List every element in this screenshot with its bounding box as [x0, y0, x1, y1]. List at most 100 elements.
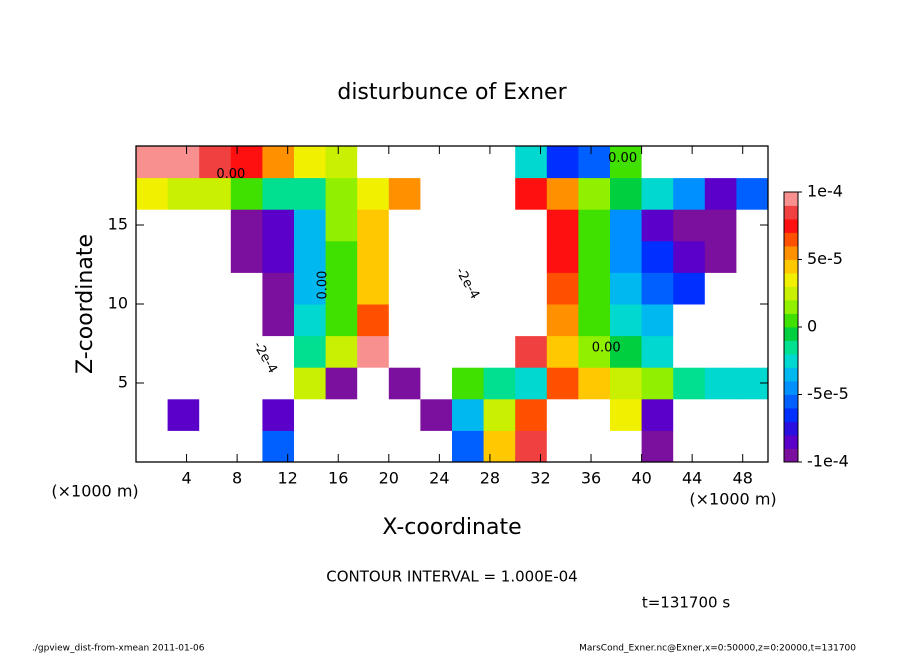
field-cell — [420, 177, 453, 210]
field-cell — [357, 272, 390, 305]
field-cell — [388, 398, 421, 431]
field-cell — [294, 398, 327, 431]
field-cell — [546, 240, 579, 273]
field-cell — [673, 304, 706, 337]
colorbar-swatch — [784, 327, 798, 341]
field — [136, 146, 769, 463]
field-cell — [641, 367, 674, 400]
field-cell — [199, 177, 232, 210]
field-cell — [483, 240, 516, 273]
field-cell — [736, 240, 769, 273]
colorbar-swatch — [784, 448, 798, 463]
field-cell — [262, 146, 295, 179]
x-axis-label: X-coordinate — [382, 515, 521, 540]
colorbar-swatch — [784, 246, 798, 260]
colorbar-swatch — [784, 394, 798, 409]
field-cell — [167, 272, 200, 305]
field-cell — [294, 304, 327, 337]
field-cell — [357, 146, 390, 179]
field-cell — [325, 209, 358, 242]
field-cell — [673, 240, 706, 273]
field-cell — [704, 177, 737, 210]
footer-left: ./gpview_dist-from-xmean 2011-01-06 — [32, 644, 205, 654]
field-cell — [641, 304, 674, 337]
field-cell — [610, 177, 643, 210]
colorbar-swatch — [784, 381, 798, 395]
field-cell — [483, 146, 516, 179]
field-cell — [578, 304, 611, 337]
x-tick-label: 4 — [181, 469, 191, 488]
field-cell — [515, 209, 548, 242]
field-cell — [515, 304, 548, 337]
contour-label: 0.00 — [592, 341, 621, 356]
colorbar-swatch — [784, 408, 798, 422]
field-cell — [546, 146, 579, 179]
field-cell — [294, 209, 327, 242]
field-cell — [199, 398, 232, 431]
contour-label: 0.00 — [608, 151, 637, 166]
contour-label: 0.00 — [216, 167, 245, 182]
field-cell — [262, 272, 295, 305]
colorbar-tick-label: 0 — [807, 317, 817, 336]
field-cell — [388, 335, 421, 368]
field-cell — [673, 209, 706, 242]
field-cell — [388, 177, 421, 210]
field-cell — [294, 335, 327, 368]
field-cell — [736, 304, 769, 337]
field-cell — [736, 398, 769, 431]
field-cell — [199, 367, 232, 400]
field-cell — [515, 398, 548, 431]
field-cell — [641, 272, 674, 305]
field-cell — [704, 272, 737, 305]
field-cell — [388, 367, 421, 400]
x-unit-label: (×1000 m) — [51, 482, 138, 501]
colorbar-swatch — [784, 286, 798, 301]
field-cell — [578, 272, 611, 305]
field-cell — [483, 209, 516, 242]
field-cell — [546, 430, 579, 463]
field-cell — [262, 398, 295, 431]
x-tick-label: 20 — [379, 469, 399, 488]
field-cell — [357, 304, 390, 337]
y-tick-label: 10 — [108, 294, 128, 313]
time-label: t=131700 s — [642, 594, 730, 612]
field-cell — [388, 146, 421, 179]
y-tick-label: 15 — [108, 215, 128, 234]
field-cell — [452, 146, 485, 179]
field-cell — [262, 367, 295, 400]
field-cell — [230, 146, 263, 179]
field-cell — [641, 430, 674, 463]
colorbar-swatch — [784, 421, 798, 436]
field-cell — [357, 177, 390, 210]
field-cell — [357, 367, 390, 400]
field-cell — [420, 335, 453, 368]
field-cell — [230, 335, 263, 368]
field-cell — [452, 240, 485, 273]
field-cell — [641, 398, 674, 431]
colorbar-swatch — [784, 435, 798, 449]
footer-right: MarsCond_Exner.nc@Exner,x=0:50000,z=0:20… — [579, 644, 856, 654]
field-cell — [136, 335, 169, 368]
field-cell — [388, 240, 421, 273]
field-cell — [736, 430, 769, 463]
field-cell — [167, 398, 200, 431]
field-cell — [136, 146, 169, 179]
field-cell — [325, 367, 358, 400]
field-cell — [230, 209, 263, 242]
x-tick-label: 28 — [480, 469, 500, 488]
field-cell — [452, 430, 485, 463]
field-cell — [136, 304, 169, 337]
field-cell — [673, 146, 706, 179]
field-cell — [325, 146, 358, 179]
field-cell — [736, 272, 769, 305]
field-cell — [578, 240, 611, 273]
field-cell — [388, 209, 421, 242]
field-cell — [546, 177, 579, 210]
field-cell — [167, 430, 200, 463]
field-cell — [515, 430, 548, 463]
field-cell — [199, 335, 232, 368]
field-cell — [736, 177, 769, 210]
field-cell — [357, 398, 390, 431]
field-cell — [420, 398, 453, 431]
x-tick-label: 44 — [682, 469, 702, 488]
